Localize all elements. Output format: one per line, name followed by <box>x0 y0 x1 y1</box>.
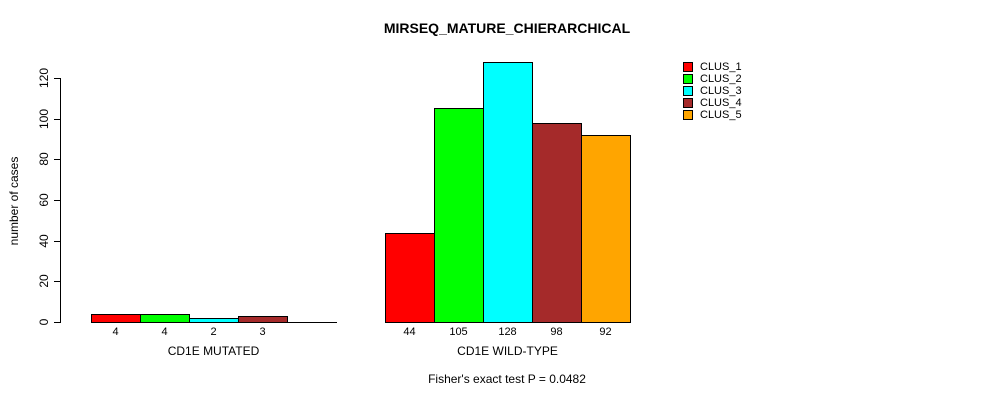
bar-CLUS_3 <box>483 62 533 323</box>
legend-label: CLUS_3 <box>700 85 742 97</box>
bar-CLUS_4 <box>238 316 288 323</box>
y-tick-label: 100 <box>37 108 51 130</box>
bar-CLUS_5 <box>581 135 631 323</box>
bar-value-label: 3 <box>259 326 266 338</box>
bar-value-label: 4 <box>112 326 119 338</box>
bar-CLUS_4 <box>532 123 582 323</box>
bar-CLUS_2 <box>140 314 190 323</box>
y-tick-label: 80 <box>37 152 51 166</box>
bar-CLUS_2 <box>434 108 484 323</box>
y-tick <box>54 119 60 120</box>
y-tick-label: 40 <box>37 234 51 248</box>
y-tick-label: 120 <box>37 67 51 89</box>
bar-value-label: 44 <box>403 326 416 338</box>
bar-value-label: 98 <box>550 326 563 338</box>
y-tick <box>54 281 60 282</box>
bar-CLUS_1 <box>385 233 435 323</box>
y-tick <box>54 200 60 201</box>
legend-label: CLUS_5 <box>700 109 742 121</box>
legend-swatch-CLUS_4 <box>683 98 693 108</box>
bar-value-label: 2 <box>210 326 217 338</box>
legend-swatch-CLUS_1 <box>683 62 693 72</box>
legend-swatch-CLUS_2 <box>683 74 693 84</box>
y-tick-label: 0 <box>37 318 51 326</box>
group-label: CD1E WILD-TYPE <box>457 344 558 358</box>
group-label: CD1E MUTATED <box>167 344 260 358</box>
y-tick <box>54 322 60 323</box>
y-tick-label: 20 <box>37 274 51 288</box>
bar-CLUS_1 <box>91 314 141 323</box>
legend-label: CLUS_4 <box>700 97 742 109</box>
bar-value-label: 128 <box>498 326 517 338</box>
legend-swatch-CLUS_5 <box>683 110 693 120</box>
chart-title: MIRSEQ_MATURE_CHIERARCHICAL <box>383 20 631 36</box>
y-axis <box>60 78 61 323</box>
legend-swatch-CLUS_3 <box>683 86 693 96</box>
bar-CLUS_3 <box>189 318 239 323</box>
legend-label: CLUS_2 <box>700 73 742 85</box>
y-tick <box>54 241 60 242</box>
y-axis-label: number of cases <box>7 156 21 246</box>
y-tick <box>54 159 60 160</box>
legend-label: CLUS_1 <box>700 61 742 73</box>
bar-value-label: 105 <box>449 326 468 338</box>
y-tick <box>54 78 60 79</box>
bar-zero-CLUS_5 <box>287 322 337 323</box>
bar-value-label: 4 <box>161 326 168 338</box>
bar-value-label: 92 <box>599 326 612 338</box>
footer-annotation: Fisher's exact test P = 0.0482 <box>428 372 586 386</box>
y-tick-label: 60 <box>37 193 51 207</box>
